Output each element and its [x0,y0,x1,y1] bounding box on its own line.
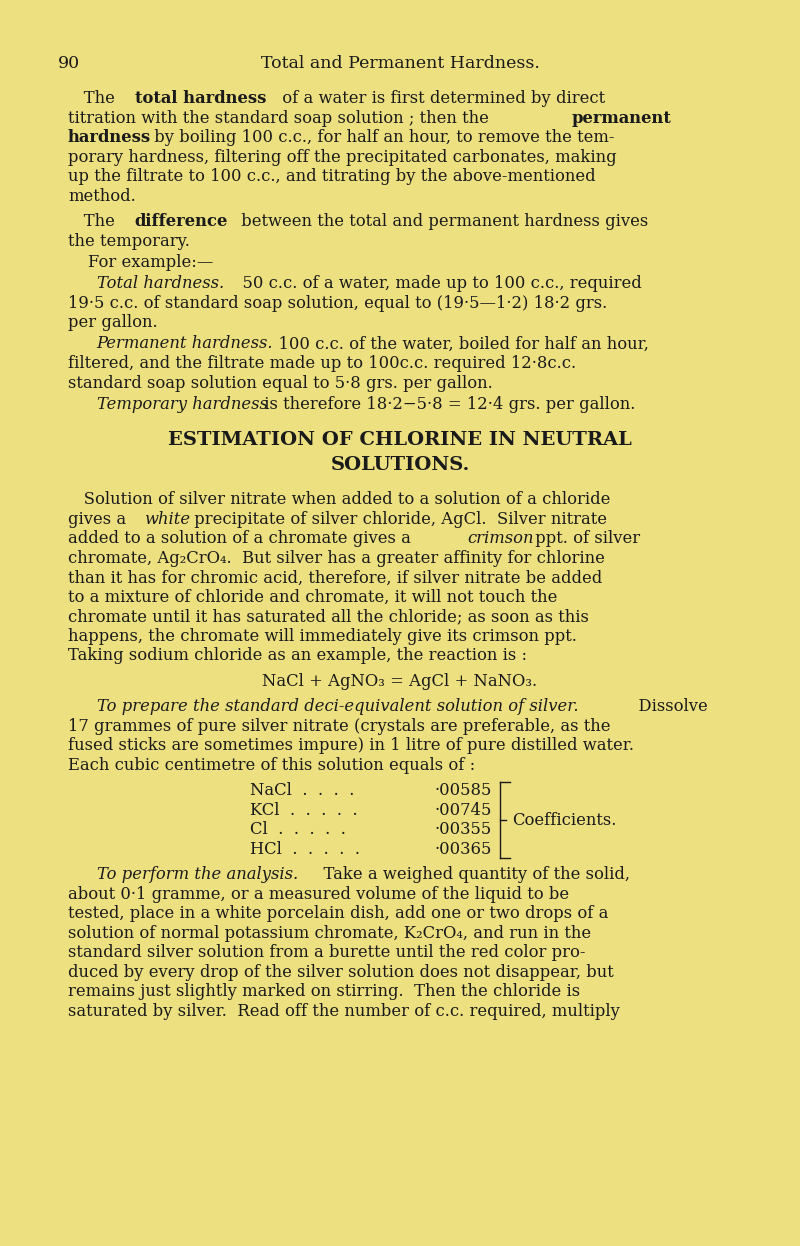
Text: between the total and permanent hardness gives: between the total and permanent hardness… [236,213,649,231]
Text: total hardness: total hardness [134,90,266,107]
Text: fused sticks are sometimes impure) in 1 litre of pure distilled water.: fused sticks are sometimes impure) in 1 … [68,738,634,754]
Text: permanent: permanent [572,110,672,127]
Text: up the filtrate to 100 c.c., and titrating by the above-mentioned: up the filtrate to 100 c.c., and titrati… [68,168,596,186]
Text: To prepare the standard deci-equivalent solution of silver.: To prepare the standard deci-equivalent … [97,698,578,715]
Text: precipitate of silver chloride, AgCl.  Silver nitrate: precipitate of silver chloride, AgCl. Si… [189,511,607,528]
Text: Coefficients.: Coefficients. [512,811,616,829]
Text: chromate until it has saturated all the chloride; as soon as this: chromate until it has saturated all the … [68,608,589,625]
Text: 17 grammes of pure silver nitrate (crystals are preferable, as the: 17 grammes of pure silver nitrate (cryst… [68,718,610,735]
Text: hardness: hardness [68,130,151,146]
Text: added to a solution of a chromate gives a: added to a solution of a chromate gives … [68,531,416,547]
Text: about 0·1 gramme, or a measured volume of the liquid to be: about 0·1 gramme, or a measured volume o… [68,886,569,902]
Text: standard soap solution equal to 5·8 grs. per gallon.: standard soap solution equal to 5·8 grs.… [68,375,493,391]
Text: ppt. of silver: ppt. of silver [530,531,641,547]
Text: To perform the analysis.: To perform the analysis. [97,866,298,883]
Text: 100 c.c. of the water, boiled for half an hour,: 100 c.c. of the water, boiled for half a… [268,335,649,353]
Text: difference: difference [134,213,228,231]
Text: HCl  .  .  .  .  .: HCl . . . . . [250,841,360,857]
Text: is therefore 18·2−5·8 = 12·4 grs. per gallon.: is therefore 18·2−5·8 = 12·4 grs. per ga… [258,396,635,412]
Text: ·00355: ·00355 [435,821,492,839]
Text: 90: 90 [58,55,80,72]
Text: the temporary.: the temporary. [68,233,190,249]
Text: porary hardness, filtering off the precipitated carbonates, making: porary hardness, filtering off the preci… [68,148,617,166]
Text: Each cubic centimetre of this solution equals of :: Each cubic centimetre of this solution e… [68,756,475,774]
Text: Take a weighed quantity of the solid,: Take a weighed quantity of the solid, [313,866,630,883]
Text: Temporary hardness: Temporary hardness [97,396,267,412]
Text: Dissolve: Dissolve [628,698,708,715]
Text: 19·5 c.c. of standard soap solution, equal to (19·5—1·2) 18·2 grs.: 19·5 c.c. of standard soap solution, equ… [68,295,607,312]
Text: Total hardness.: Total hardness. [97,275,224,293]
Text: Cl  .  .  .  .  .: Cl . . . . . [250,821,356,839]
Text: The: The [68,213,120,231]
Text: Taking sodium chloride as an example, the reaction is :: Taking sodium chloride as an example, th… [68,648,527,664]
Text: to a mixture of chloride and chromate, it will not touch the: to a mixture of chloride and chromate, i… [68,589,558,606]
Text: by boiling 100 c.c., for half an hour, to remove the tem-: by boiling 100 c.c., for half an hour, t… [150,130,614,146]
Text: solution of normal potassium chromate, K₂CrO₄, and run in the: solution of normal potassium chromate, K… [68,925,591,942]
Text: tested, place in a white porcelain dish, add one or two drops of a: tested, place in a white porcelain dish,… [68,905,608,922]
Text: happens, the chromate will immediately give its crimson ppt.: happens, the chromate will immediately g… [68,628,577,645]
Text: ·00745: ·00745 [435,801,492,819]
Text: ·00365: ·00365 [435,841,492,857]
Text: duced by every drop of the silver solution does not disappear, but: duced by every drop of the silver soluti… [68,963,614,981]
Text: remains just slightly marked on stirring.  Then the chloride is: remains just slightly marked on stirring… [68,983,580,1001]
Text: ·00585: ·00585 [435,782,492,799]
Text: Solution of silver nitrate when added to a solution of a chloride: Solution of silver nitrate when added to… [68,491,610,508]
Text: saturated by silver.  Read off the number of c.c. required, multiply: saturated by silver. Read off the number… [68,1003,620,1019]
Text: titration with the standard soap solution ; then the: titration with the standard soap solutio… [68,110,494,127]
Text: gives a: gives a [68,511,131,528]
Text: crimson: crimson [467,531,534,547]
Text: NaCl  .  .  .  .: NaCl . . . . [250,782,365,799]
Text: SOLUTIONS.: SOLUTIONS. [330,456,470,475]
Text: chromate, Ag₂CrO₄.  But silver has a greater affinity for chlorine: chromate, Ag₂CrO₄. But silver has a grea… [68,549,605,567]
Text: per gallon.: per gallon. [68,314,158,331]
Text: than it has for chromic acid, therefore, if silver nitrate be added: than it has for chromic acid, therefore,… [68,569,602,587]
Text: The: The [68,90,120,107]
Text: For example:—: For example:— [88,254,214,270]
Text: white: white [144,511,190,528]
Text: KCl  .  .  .  .  .: KCl . . . . . [250,801,358,819]
Text: standard silver solution from a burette until the red color pro-: standard silver solution from a burette … [68,944,586,961]
Text: Total and Permanent Hardness.: Total and Permanent Hardness. [261,55,539,72]
Text: NaCl + AgNO₃ = AgCl + NaNO₃.: NaCl + AgNO₃ = AgCl + NaNO₃. [262,673,538,690]
Text: filtered, and the filtrate made up to 100c.c. required 12·8c.c.: filtered, and the filtrate made up to 10… [68,355,576,373]
Text: Permanent hardness.: Permanent hardness. [97,335,273,353]
Text: 50 c.c. of a water, made up to 100 c.c., required: 50 c.c. of a water, made up to 100 c.c.,… [232,275,642,293]
Text: of a water is first determined by direct: of a water is first determined by direct [277,90,605,107]
Text: ESTIMATION OF CHLORINE IN NEUTRAL: ESTIMATION OF CHLORINE IN NEUTRAL [168,431,632,449]
Text: method.: method. [68,188,136,204]
